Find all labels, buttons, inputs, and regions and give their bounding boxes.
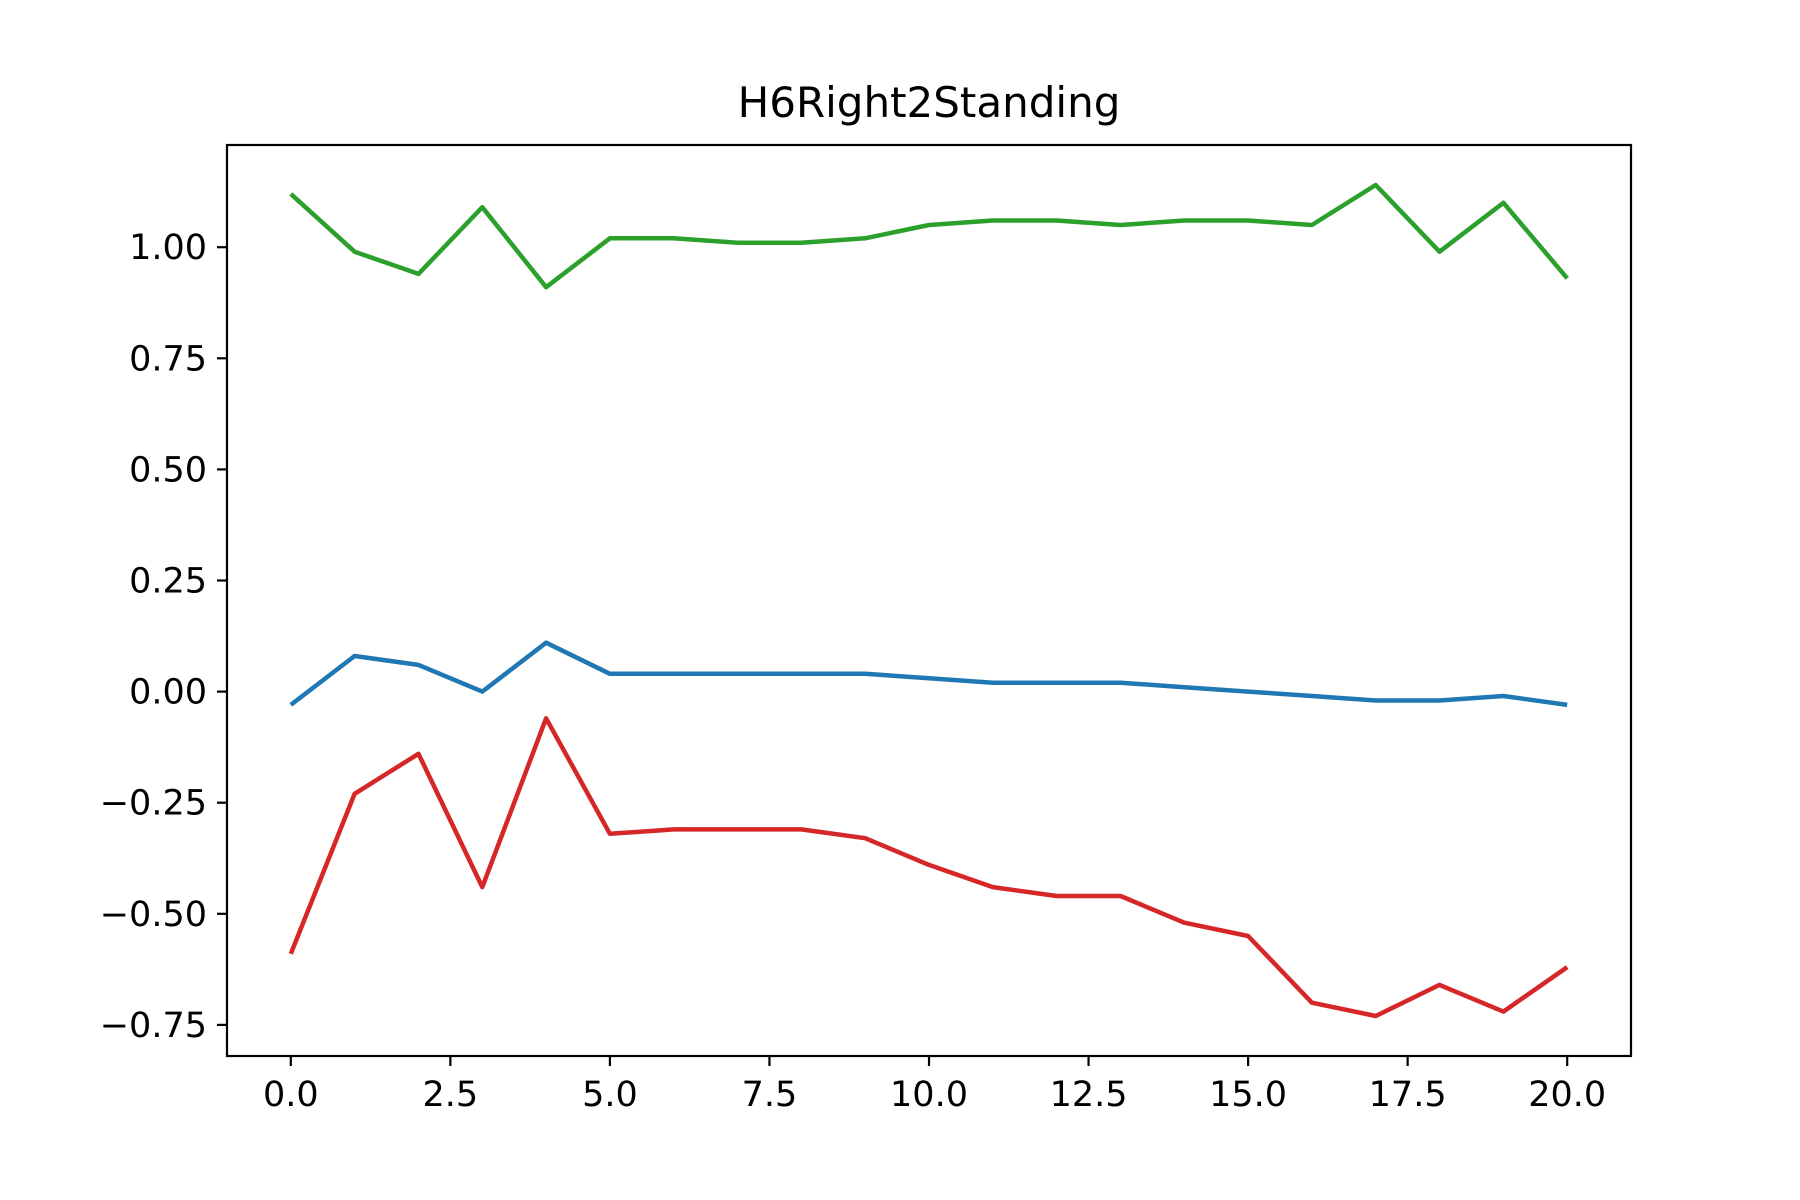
x-tick-label: 17.5 bbox=[1369, 1075, 1447, 1115]
y-tick-label: 0.50 bbox=[129, 450, 207, 490]
series-line-1 bbox=[289, 640, 1568, 708]
y-tick-label: −0.50 bbox=[100, 895, 207, 935]
y-tick-label: −0.75 bbox=[100, 1006, 207, 1046]
y-tick-label: 0.00 bbox=[129, 673, 207, 713]
x-tick-label: 5.0 bbox=[582, 1075, 638, 1115]
y-tick-label: −0.25 bbox=[100, 784, 207, 824]
x-tick-label: 12.5 bbox=[1050, 1075, 1128, 1115]
y-axis: 1.00 0.75 0.50 0.25 0.00 −0.25 −0.50 −0.75 bbox=[100, 228, 227, 1046]
x-tick-label: 15.0 bbox=[1209, 1075, 1287, 1115]
series-line-3 bbox=[288, 716, 1569, 1019]
x-tick-label: 0.0 bbox=[263, 1075, 319, 1115]
y-tick-label: 1.00 bbox=[129, 228, 207, 268]
x-axis: 0.0 2.5 5.0 7.5 10.0 12.5 15.0 17.5 20.0 bbox=[263, 1056, 1606, 1115]
series-layer bbox=[288, 182, 1569, 1019]
x-tick-label: 20.0 bbox=[1528, 1075, 1606, 1115]
y-tick-label: 0.75 bbox=[129, 339, 207, 379]
chart-title: H6Right2Standing bbox=[738, 78, 1121, 127]
x-tick-label: 10.0 bbox=[890, 1075, 968, 1115]
series-line-2 bbox=[289, 182, 1569, 290]
plot-area-frame bbox=[225, 143, 1633, 1058]
y-tick-label: 0.25 bbox=[129, 562, 207, 602]
x-tick-label: 7.5 bbox=[742, 1075, 798, 1115]
x-tick-label: 2.5 bbox=[423, 1075, 479, 1115]
